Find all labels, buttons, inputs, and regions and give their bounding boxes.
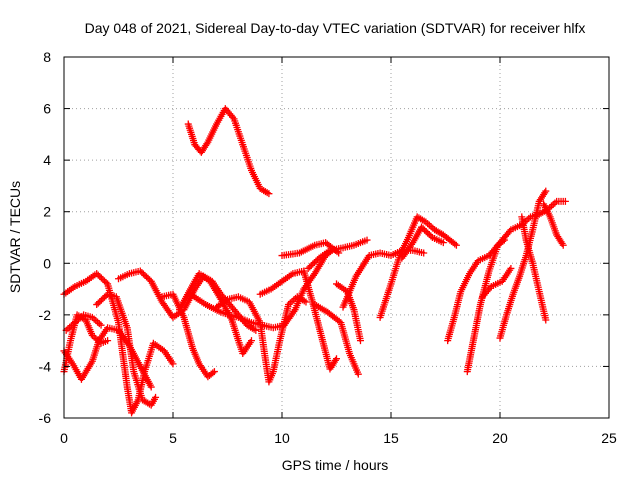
y-tick-label: 6 [43, 101, 51, 117]
data-point [542, 316, 550, 324]
y-tick-label: 4 [43, 152, 51, 168]
data-point [210, 368, 218, 376]
data-point [427, 232, 435, 240]
data-point [561, 197, 569, 205]
data-point [439, 239, 447, 247]
x-tick-label: 10 [274, 430, 290, 446]
data-point [302, 298, 310, 306]
series-track-25 [184, 105, 273, 198]
tick-labels: 0 5 10 15 20 25 -6 -4 -2 0 2 4 6 8 [39, 49, 617, 446]
data-point [333, 248, 341, 256]
y-tick-label: -6 [39, 410, 52, 426]
x-tick-label: 20 [492, 430, 508, 446]
series-track-22 [496, 187, 550, 342]
data-point [507, 264, 515, 272]
data-point [102, 278, 110, 286]
data-point [209, 369, 217, 377]
series-track-13 [333, 280, 364, 345]
y-tick-label: -2 [39, 307, 52, 323]
data-point [420, 249, 428, 257]
data-point [559, 241, 567, 249]
data-point [542, 187, 550, 195]
y-tick-label: -4 [39, 358, 52, 374]
series-track-21 [479, 264, 515, 301]
data-point [152, 393, 160, 401]
data-point [147, 383, 155, 391]
data-point [97, 321, 105, 329]
series-track-07 [158, 290, 218, 381]
data-point [333, 355, 340, 363]
y-tick-label: 8 [43, 49, 51, 65]
data-point [452, 241, 460, 249]
grid [64, 57, 609, 418]
chart-title: Day 048 of 2021, Sidereal Day-to-day VTE… [85, 20, 586, 36]
series-track-14 [304, 236, 371, 272]
data-point [363, 236, 371, 244]
series-track-10 [186, 246, 336, 332]
series-track-11 [256, 267, 340, 373]
data-point [252, 326, 260, 334]
series-track-01 [60, 270, 177, 417]
y-tick-label: 0 [43, 255, 51, 271]
series-track-05 [93, 290, 160, 409]
y-axis-label: SDTVAR / TECUs [7, 181, 23, 293]
data-point [247, 337, 255, 345]
series-track-04 [62, 311, 105, 334]
plot-frame [63, 56, 610, 419]
data-point [356, 337, 364, 345]
x-axis-label: GPS time / hours [282, 457, 389, 473]
series-track-15 [278, 239, 343, 260]
data-point [102, 292, 110, 300]
series-track-09 [213, 293, 310, 386]
data-point [506, 227, 514, 235]
data-point [265, 190, 273, 198]
series-track-24 [540, 200, 567, 249]
x-tick-label: 5 [169, 430, 177, 446]
series-track-18 [398, 223, 447, 262]
series-track-23 [518, 213, 550, 324]
data-point [451, 240, 459, 248]
axis-ticks [63, 56, 610, 419]
x-tick-label: 25 [601, 430, 617, 446]
series-track-12 [311, 301, 362, 378]
data-point [354, 370, 362, 378]
data-points [60, 105, 569, 417]
x-tick-label: 0 [60, 430, 68, 446]
data-point [335, 249, 343, 257]
y-tick-label: 2 [43, 204, 51, 220]
data-point [169, 360, 177, 368]
x-tick-label: 15 [383, 430, 399, 446]
data-point [104, 337, 112, 345]
data-point [500, 236, 508, 244]
data-point [499, 237, 507, 245]
